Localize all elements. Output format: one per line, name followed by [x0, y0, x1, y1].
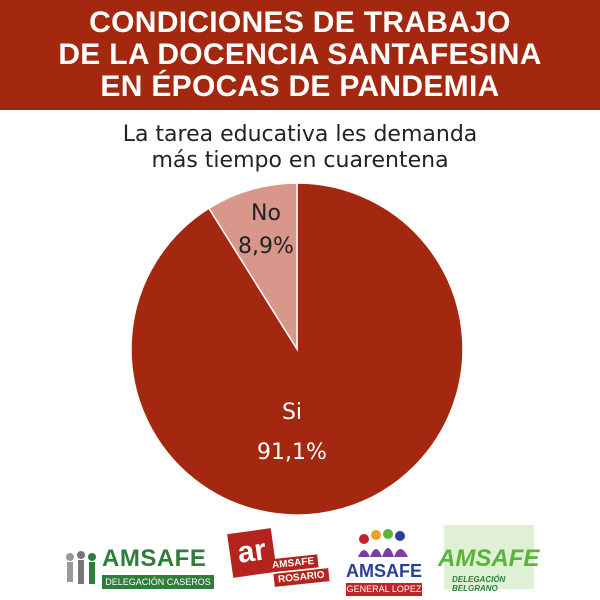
logo-belgrano-map	[444, 525, 534, 589]
logo-amsafe-general-lopez: AMSAFE GENERAL LOPEZ	[344, 529, 424, 599]
logo-lopez-sub: GENERAL LOPEZ	[346, 583, 422, 596]
header-line-3: EN ÉPOCAS DE PANDEMIA	[100, 70, 500, 103]
header-line-2: DE LA DOCENCIA SANTAFESINA	[58, 38, 542, 71]
chart-title-line-1: La tarea educativa les demanda	[122, 122, 478, 147]
logo-amsafe-rosario: ar AMSAFE ROSARIO	[227, 528, 335, 591]
logo-amsafe-caseros: AMSAFE DELEGACIÓN CASEROS	[62, 545, 214, 595]
pie-slice-no	[207, 182, 298, 352]
pie-value-si: 91,1%	[257, 440, 327, 465]
chart-title-line-2: más tiempo en cuarentena	[151, 148, 449, 173]
logo-amsafe-belgrano: AMSAFE DELEGACIÓN BELGRANO	[436, 525, 546, 595]
logo-belgrano-sub: DELEGACIÓN BELGRANO	[452, 575, 506, 593]
logo-belgrano-name: AMSAFE	[438, 545, 540, 572]
logo-caseros-sub: DELEGACIÓN CASEROS	[102, 575, 214, 589]
logo-caseros-name: AMSAFE	[102, 545, 207, 572]
people-icon	[358, 529, 408, 557]
people-icon	[66, 551, 96, 584]
pie-label-no: No	[251, 201, 281, 226]
header-line-1: CONDICIONES DE TRABAJO	[89, 6, 511, 39]
logo-strip: AMSAFE DELEGACIÓN CASEROS ar AMSAFE ROSA…	[0, 515, 600, 600]
pie-label-si: Si	[282, 400, 302, 425]
pie-value-no: 8,9%	[238, 234, 294, 259]
header-banner: CONDICIONES DE TRABAJO DE LA DOCENCIA SA…	[0, 0, 600, 110]
chart-title: La tarea educativa les demanda más tiemp…	[0, 122, 600, 174]
logo-lopez-name: AMSAFE	[346, 561, 422, 581]
